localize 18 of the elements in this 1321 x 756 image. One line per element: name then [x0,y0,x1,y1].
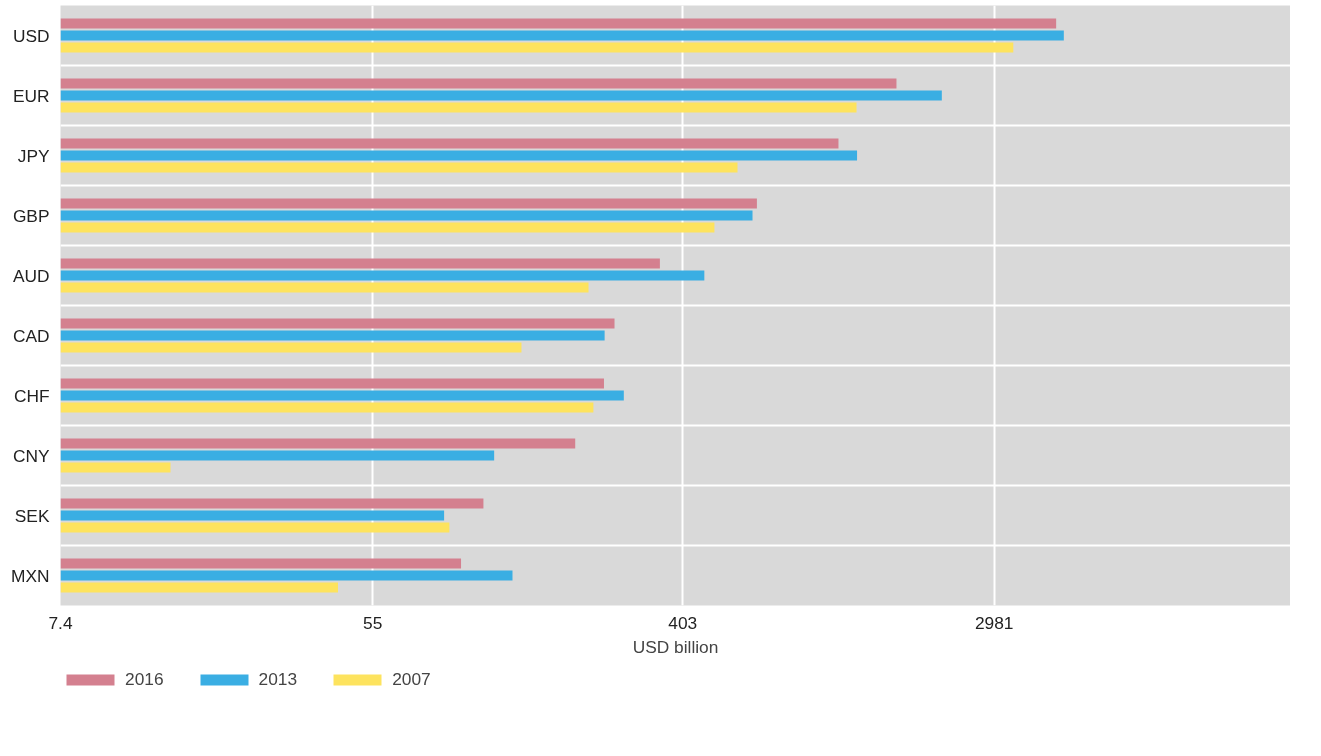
x-tick-label: 403 [668,612,698,633]
y-tick-label: USD [12,25,50,46]
legend-label: 2013 [258,668,298,690]
x-tick-label: 7.4 [48,612,73,633]
y-tick-label: GBP [12,205,50,226]
y-tick-label: JPY [17,145,50,166]
x-axis-title: USD billion [632,636,719,657]
y-tick-label: AUD [12,265,50,286]
x-tick-label: 55 [363,612,383,633]
y-tick-label: CAD [12,325,50,346]
y-tick-label: CNY [12,445,50,466]
y-tick-label: SEK [14,505,50,526]
x-tick-label: 2981 [974,612,1014,633]
legend-label: 2016 [125,668,164,690]
y-tick-label: EUR [12,85,50,106]
y-tick-label: MXN [10,565,50,586]
y-tick-label: CHF [13,385,50,406]
legend-label: 2007 [392,668,431,690]
